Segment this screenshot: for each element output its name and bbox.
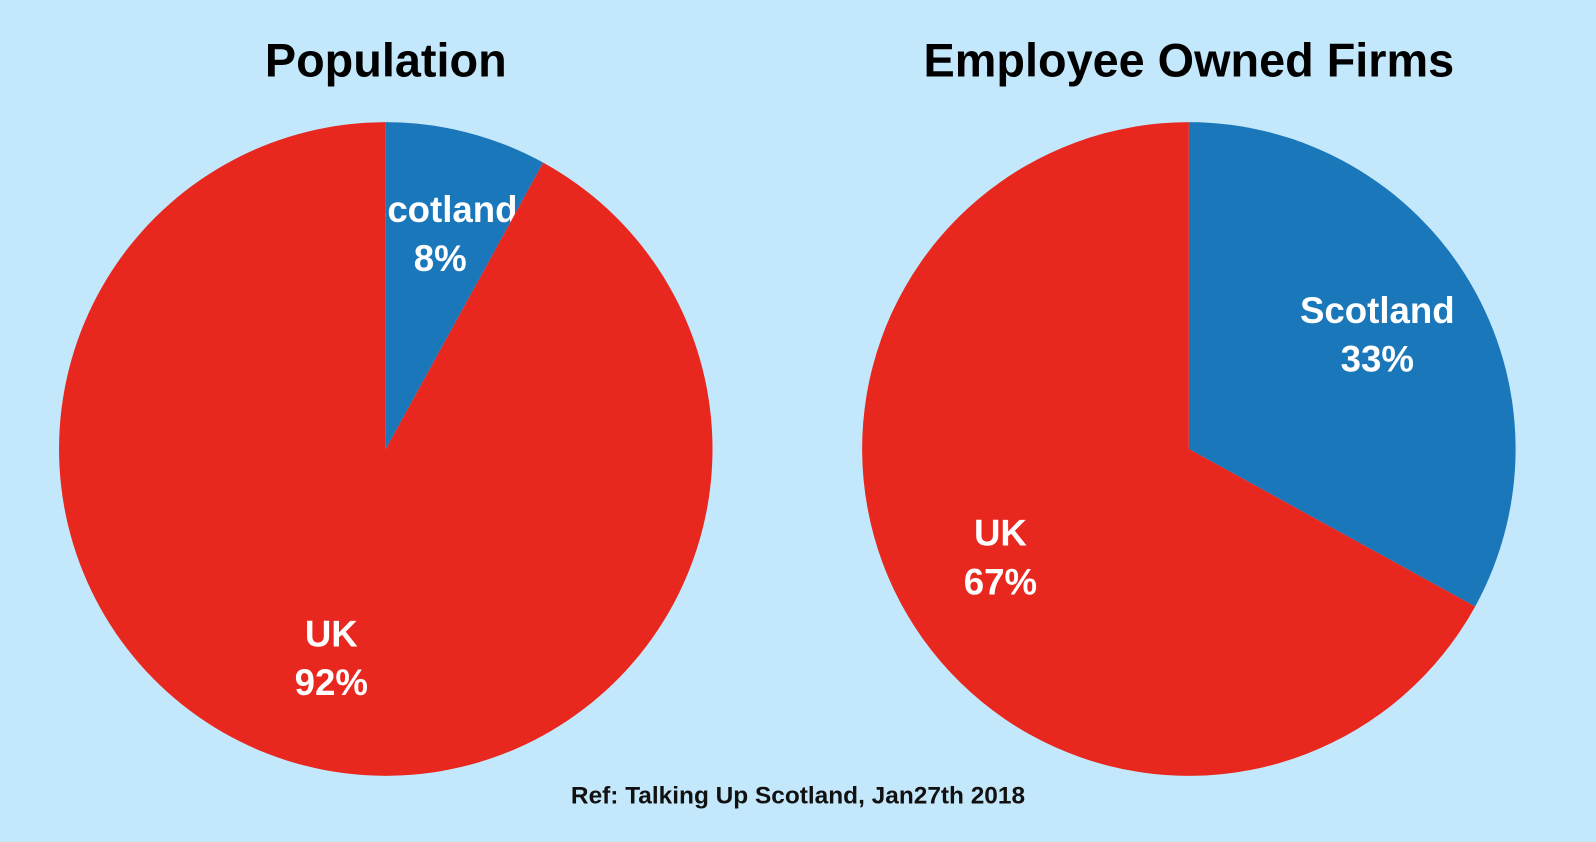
pie-slice [385, 122, 544, 449]
value-label: 33% [1341, 339, 1414, 380]
pie-slice [862, 122, 1476, 776]
footnote: Ref: Talking Up Scotland, Jan27th 2018 [571, 783, 1025, 810]
chart-title: Employee Owned Firms [924, 35, 1455, 87]
slice-label: Scotland [363, 189, 518, 230]
pie-slice [59, 122, 713, 776]
slice-label: UK [305, 613, 358, 654]
slice-label: Scotland [1300, 290, 1455, 331]
chart-title: Population [265, 35, 507, 87]
value-label: 67% [964, 562, 1037, 603]
slice-label: UK [974, 513, 1027, 554]
value-label: 92% [295, 662, 368, 703]
pie-slice [1188, 122, 1516, 607]
value-label: 8% [414, 238, 467, 279]
